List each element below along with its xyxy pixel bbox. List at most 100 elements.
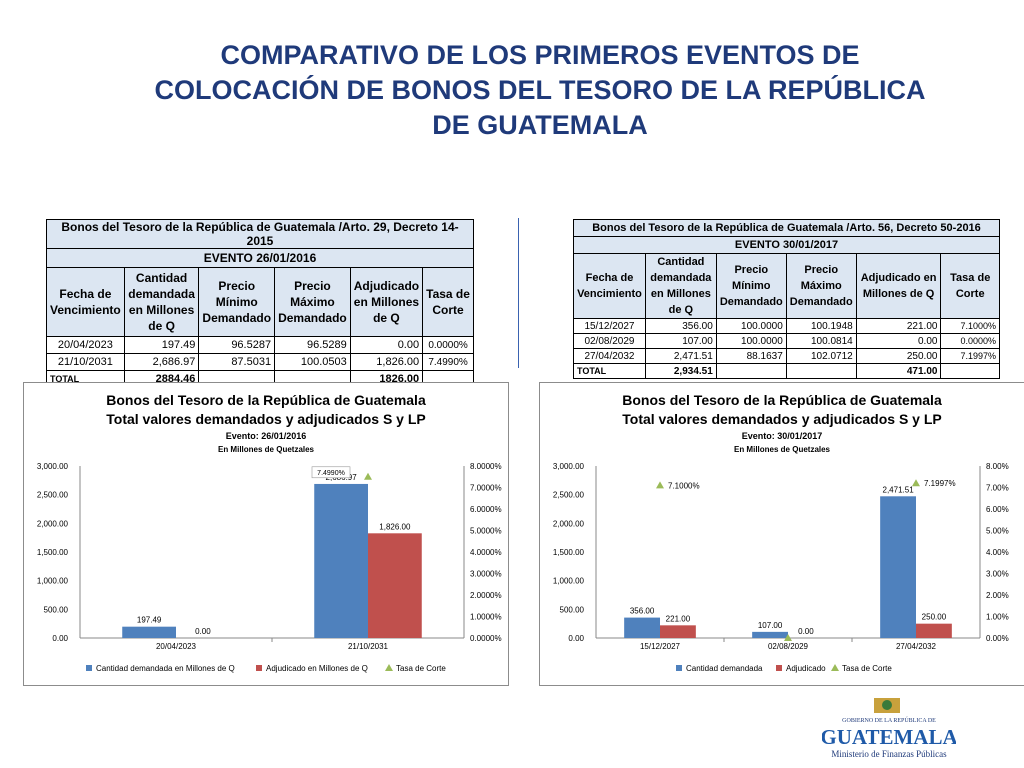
table-row: 21/10/2031 2,686.97 87.5031 100.0503 1,8… xyxy=(46,353,474,371)
y-tick-label: 500.00 xyxy=(44,605,69,614)
y2-tick-label: 7.00% xyxy=(986,484,1009,493)
bar-adjudicated xyxy=(916,623,952,638)
col-header-tasa: Tasa de Corte xyxy=(940,253,1000,319)
cell-precio-min: 88.1637 xyxy=(715,348,787,364)
table-row: 27/04/2032 2,471.51 88.1637 102.0712 250… xyxy=(573,348,1000,364)
divider-line xyxy=(518,218,519,368)
y-tick-label: 2,500.00 xyxy=(37,491,69,500)
cell-cantidad: 356.00 xyxy=(644,318,717,334)
y-tick-label: 1,000.00 xyxy=(553,577,585,586)
bar-data-label: 0.00 xyxy=(798,627,814,636)
table-total-row: TOTAL 2,934.51 471.00 xyxy=(573,363,1000,379)
chart-2016: Bonos del Tesoro de la República de Guat… xyxy=(23,382,509,686)
bar-data-label: 197.49 xyxy=(137,616,162,625)
y-tick-label: 2,000.00 xyxy=(37,519,69,528)
col-header-fecha: Fecha de Vencimiento xyxy=(46,267,125,337)
legend-label: Cantidad demandada xyxy=(686,664,763,673)
cell-fecha: 27/04/2032 xyxy=(573,348,646,364)
rate-data-label: 7.1997% xyxy=(924,479,956,488)
table-row: 20/04/2023 197.49 96.5287 96.5289 0.00 0… xyxy=(46,336,474,354)
y-tick-label: 2,000.00 xyxy=(553,519,585,528)
y2-tick-label: 6.00% xyxy=(986,505,1009,514)
col-header-cantidad: Cantidad demandada en Millones de Q xyxy=(644,253,717,319)
bar-data-label: 107.00 xyxy=(758,621,783,630)
y2-tick-label: 4.00% xyxy=(986,548,1009,557)
bar-data-label: 0.00 xyxy=(195,627,211,636)
chart-event: Evento: 30/01/2017 xyxy=(742,431,823,441)
empty-cell xyxy=(715,363,787,379)
x-tick-label: 02/08/2029 xyxy=(768,642,809,651)
legend-swatch xyxy=(385,664,393,671)
cell-adjudicado: 250.00 xyxy=(855,348,942,364)
cell-fecha: 20/04/2023 xyxy=(46,336,125,354)
legend-swatch xyxy=(776,665,782,671)
y-tick-label: 1,000.00 xyxy=(37,577,69,586)
y2-tick-label: 2.0000% xyxy=(470,591,502,600)
rate-label-box xyxy=(311,466,351,479)
cell-fecha: 15/12/2027 xyxy=(573,318,646,334)
logo-top-text: GOBIERNO DE LA REPÚBLICA DE xyxy=(842,716,936,724)
y-tick-label: 1,500.00 xyxy=(37,548,69,557)
legend-swatch xyxy=(86,665,92,671)
bar-data-label: 250.00 xyxy=(922,613,947,622)
cell-adjudicado: 0.00 xyxy=(349,336,424,354)
y2-tick-label: 5.00% xyxy=(986,527,1009,536)
total-adjudicated: 471.00 xyxy=(855,363,942,379)
rate-marker xyxy=(912,479,920,487)
quetzal-icon xyxy=(882,700,892,710)
y2-tick-label: 0.00% xyxy=(986,634,1009,643)
page-title: COMPARATIVO DE LOS PRIMEROS EVENTOS DE C… xyxy=(110,38,970,143)
y2-tick-label: 5.0000% xyxy=(470,527,502,536)
col-header-precio-max: Precio Máximo Demandado xyxy=(274,267,351,337)
cell-precio-max: 100.0814 xyxy=(785,333,857,349)
cell-tasa: 7.4990% xyxy=(422,353,474,371)
logo-name: GUATEMALA xyxy=(822,725,956,749)
chart-2017: Bonos del Tesoro de la República de Guat… xyxy=(539,382,1024,686)
logo-ministry: Ministerio de Finanzas Públicas xyxy=(831,749,947,759)
col-header-adjudicado: Adjudicado en Millones de Q xyxy=(855,253,942,319)
y2-tick-label: 4.0000% xyxy=(470,548,502,557)
cell-precio-min: 96.5287 xyxy=(198,336,276,354)
y2-tick-label: 3.0000% xyxy=(470,570,502,579)
y2-tick-label: 7.0000% xyxy=(470,484,502,493)
empty-cell xyxy=(940,363,1000,379)
cell-fecha: 21/10/2031 xyxy=(46,353,125,371)
bar-demand xyxy=(752,631,788,638)
y2-tick-label: 6.0000% xyxy=(470,505,502,514)
x-tick-label: 21/10/2031 xyxy=(348,642,389,651)
chart-units: En Millones de Quetzales xyxy=(218,445,315,454)
x-tick-label: 27/04/2032 xyxy=(896,642,937,651)
bar-demand xyxy=(122,626,176,638)
table-event: EVENTO 30/01/2017 xyxy=(573,236,1000,254)
col-header-precio-max: Precio Máximo Demandado xyxy=(785,253,857,319)
ministry-logo-svg: GOBIERNO DE LA REPÚBLICA DE GUATEMALA Mi… xyxy=(820,698,958,759)
x-tick-label: 15/12/2027 xyxy=(640,642,681,651)
total-label: TOTAL xyxy=(573,363,646,379)
y2-tick-label: 3.00% xyxy=(986,570,1009,579)
y-tick-label: 0.00 xyxy=(568,634,584,643)
chart-title: Bonos del Tesoro de la República de Guat… xyxy=(622,392,942,408)
bar-adjudicated xyxy=(660,625,696,638)
table-event: EVENTO 26/01/2016 xyxy=(46,248,474,268)
cell-cantidad: 197.49 xyxy=(123,336,200,354)
legend-label: Tasa de Corte xyxy=(396,664,446,673)
bar-demand xyxy=(880,496,916,638)
cell-precio-max: 100.1948 xyxy=(785,318,857,334)
cell-adjudicado: 221.00 xyxy=(855,318,942,334)
guatemala-logo: GOBIERNO DE LA REPÚBLICA DE GUATEMALA Mi… xyxy=(820,697,958,761)
legend-swatch xyxy=(831,664,839,671)
y2-tick-label: 0.0000% xyxy=(470,634,502,643)
col-header-adjudicado: Adjudicado en Millones de Q xyxy=(349,267,424,337)
chart-subtitle: Total valores demandados y adjudicados S… xyxy=(622,411,942,427)
y2-tick-label: 1.0000% xyxy=(470,613,502,622)
legend-swatch xyxy=(256,665,262,671)
y-tick-label: 3,000.00 xyxy=(553,462,585,471)
rate-marker xyxy=(656,481,664,489)
y2-tick-label: 1.00% xyxy=(986,613,1009,622)
y-tick-label: 2,500.00 xyxy=(553,491,585,500)
x-tick-label: 20/04/2023 xyxy=(156,642,197,651)
rate-marker xyxy=(784,634,792,641)
bond-table-2017: Bonos del Tesoro de la República de Guat… xyxy=(573,219,1000,379)
y-tick-label: 3,000.00 xyxy=(37,462,69,471)
cell-precio-min: 100.0000 xyxy=(715,333,787,349)
